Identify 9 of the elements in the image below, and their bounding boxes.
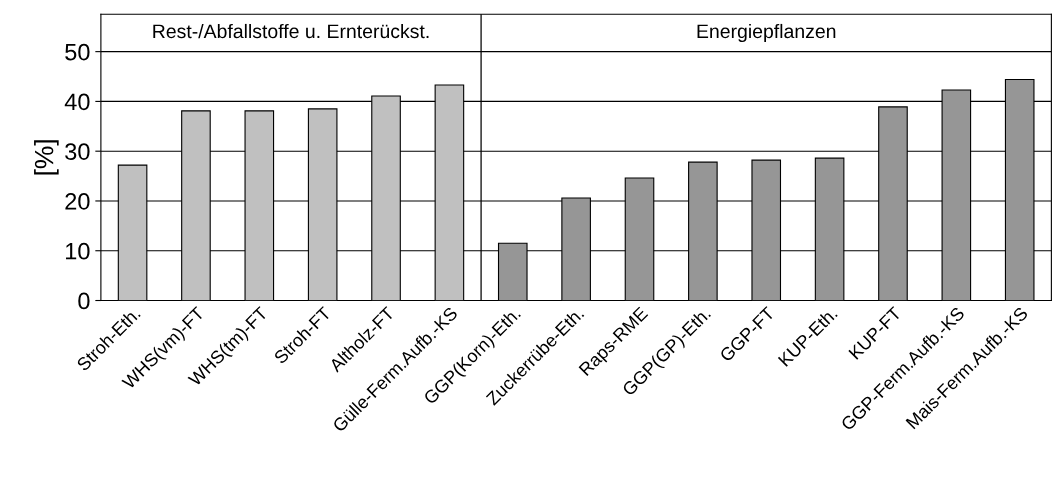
annotation: Energiepflanzen [697, 23, 836, 43]
annotation: Rest-/Abfallstoffe u. Ernterückst. [153, 23, 429, 39]
y-axis-title: [%] [34, 140, 59, 175]
y-tick-label: 40 [64, 93, 90, 111]
y-tick-label: 50 [65, 43, 90, 61]
y-tick-label: 0 [78, 292, 90, 310]
y-tick-label: 10 [66, 242, 90, 260]
y-tick-label: 20 [65, 193, 90, 210]
y-tick-label: 30 [65, 143, 90, 160]
